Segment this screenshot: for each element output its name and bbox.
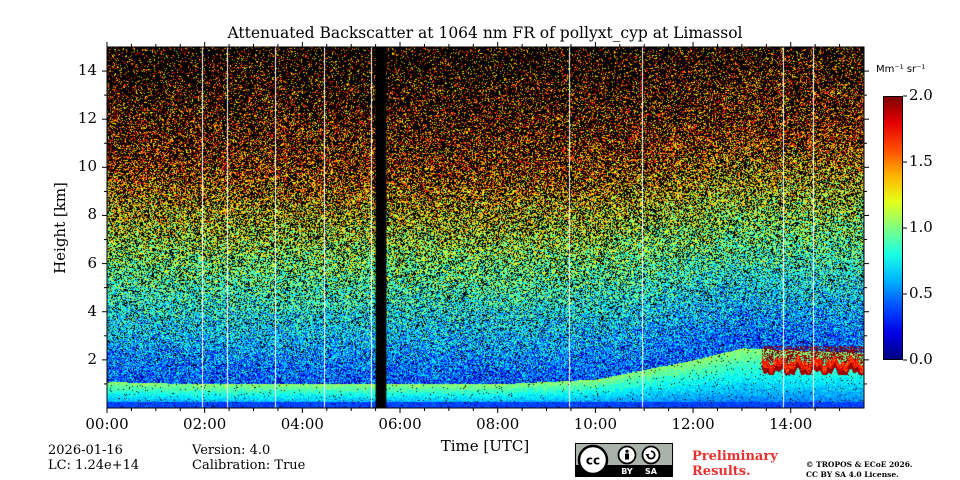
x-tick-label: 06:00 xyxy=(378,415,422,433)
share-alike-icon xyxy=(641,445,661,465)
x-tick-label: 12:00 xyxy=(671,415,715,433)
colorbar-tick-label: 1.5 xyxy=(909,152,933,170)
date-text: 2026-01-16 xyxy=(48,443,123,458)
x-axis-label: Time [UTC] xyxy=(440,437,530,455)
metadata-version-calibration: Version: 4.0 Calibration: True xyxy=(192,443,305,473)
metadata-date-lc: 2026-01-16 LC: 1.24e+14 xyxy=(48,443,139,473)
y-tick-label: 14 xyxy=(77,61,97,80)
plot-area xyxy=(107,47,864,408)
copyright-line-1: © TROPOS & ECoE 2026. xyxy=(806,460,913,469)
x-tick-label: 08:00 xyxy=(476,415,520,433)
colorbar-tick-label: 0.5 xyxy=(909,284,933,302)
colorbar xyxy=(883,96,903,360)
cc-icon: cc xyxy=(577,444,609,476)
x-tick-label: 10:00 xyxy=(573,415,617,433)
x-tick-label: 04:00 xyxy=(280,415,324,433)
colorbar-tick-label: 1.0 xyxy=(909,218,933,236)
preliminary-line-1: Preliminary xyxy=(692,449,778,464)
badge-sa-text: SA xyxy=(645,467,658,476)
y-tick-label: 8 xyxy=(87,205,97,224)
y-tick-label: 12 xyxy=(77,109,97,128)
x-tick-label: 00:00 xyxy=(85,415,129,433)
x-tick-label: 02:00 xyxy=(183,415,227,433)
colorbar-tick-label: 2.0 xyxy=(909,86,933,104)
cc-license-badge[interactable]: cc BY SA xyxy=(575,443,673,477)
copyright-line-2: CC BY SA 4.0 License. xyxy=(806,470,899,479)
version-text: Version: 4.0 xyxy=(192,443,271,458)
y-tick-label: 10 xyxy=(77,157,97,176)
attribution-icon xyxy=(617,445,637,465)
chart-title: Attenuated Backscatter at 1064 nm FR of … xyxy=(227,24,743,42)
calibration-text: Calibration: True xyxy=(192,458,306,473)
copyright-notice: © TROPOS & ECoE 2026. CC BY SA 4.0 Licen… xyxy=(806,460,913,480)
y-tick-label: 6 xyxy=(87,253,97,272)
x-tick-label: 14:00 xyxy=(769,415,813,433)
y-tick-label: 4 xyxy=(87,301,97,320)
y-tick-label: 2 xyxy=(87,349,97,368)
plot-frame xyxy=(106,46,865,409)
colorbar-unit: Mm⁻¹ sr⁻¹ xyxy=(876,64,926,75)
colorbar-tick-label: 0.0 xyxy=(909,350,933,368)
lc-text: LC: 1.24e+14 xyxy=(48,458,140,473)
svg-text:cc: cc xyxy=(586,454,600,468)
preliminary-results-notice: Preliminary Results. xyxy=(692,449,778,479)
backscatter-heatmap xyxy=(107,47,864,408)
badge-by-text: BY xyxy=(621,467,633,476)
preliminary-line-2: Results. xyxy=(692,464,751,479)
